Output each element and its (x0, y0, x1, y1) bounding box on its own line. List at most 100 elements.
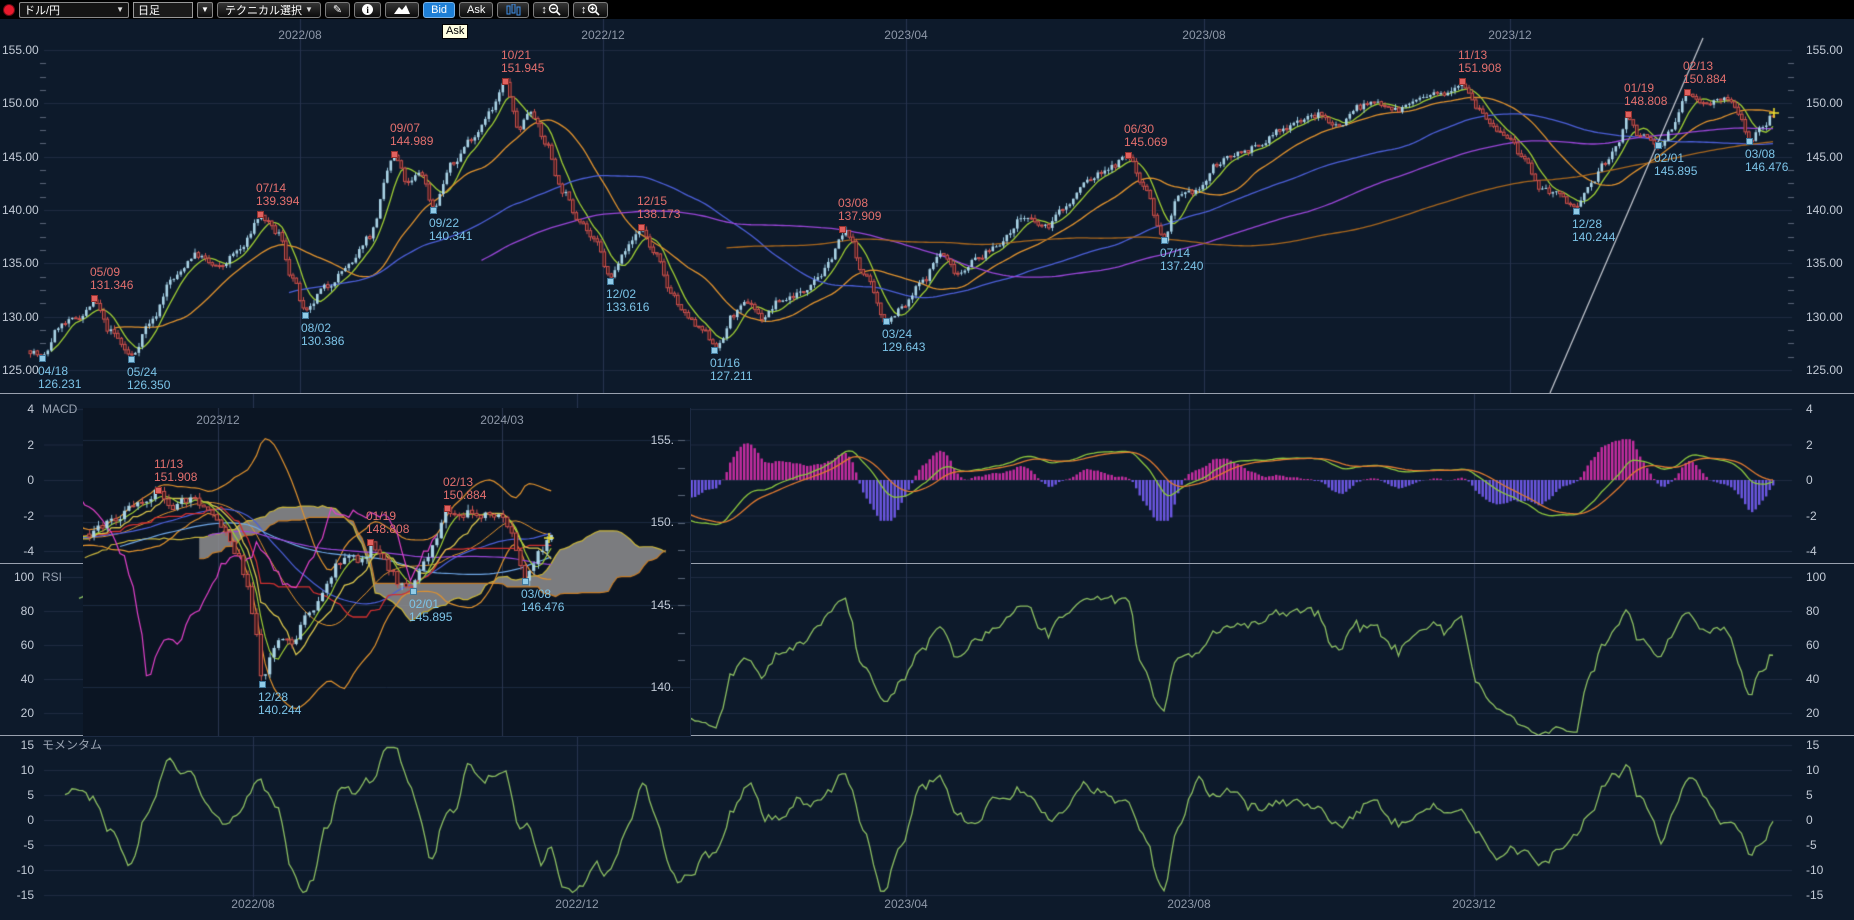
annotation-marker (1459, 78, 1466, 85)
inset-chart-canvas[interactable] (83, 408, 690, 736)
annotation-high: 11/13 151.908 (154, 458, 197, 484)
ask-button[interactable]: Ask (459, 1, 494, 18)
price-axis-label: 145.00 (1806, 150, 1843, 164)
annotation-price: 140.341 (429, 229, 473, 243)
annotation-price: 151.945 (501, 61, 545, 75)
draw-tool-button[interactable]: ✎ (324, 1, 351, 18)
annotation-date: 10/21 (501, 48, 532, 62)
rsi-axis-label: 100 (13, 570, 34, 584)
price-axis-label: 140.00 (1806, 203, 1843, 217)
annotation-price: 126.350 (127, 378, 171, 392)
chevron-down-icon: ▼ (116, 5, 124, 14)
momentum-panel-canvas[interactable] (0, 735, 1854, 920)
ask-tooltip: Ask (442, 24, 469, 39)
annotation-marker (1161, 237, 1168, 244)
annotation-high: 07/14 139.394 (256, 182, 299, 208)
month-label: 2023/12 (1488, 28, 1532, 42)
annotation-date: 05/24 (127, 365, 158, 379)
annotation-marker (257, 211, 264, 218)
area-chart-icon (394, 5, 411, 14)
annotation-price: 144.989 (390, 134, 434, 148)
technical-select-button[interactable]: テクニカル選択 ▼ (217, 1, 321, 18)
annotation-price: 140.244 (258, 703, 302, 717)
main-chart-canvas[interactable] (0, 19, 1854, 393)
info-icon: i (362, 4, 374, 15)
annotation-price: 145.895 (409, 610, 453, 624)
macd-axis-label: 2 (27, 437, 34, 452)
macd-axis-label: -2 (1806, 508, 1817, 523)
annotation-date: 12/28 (258, 690, 289, 704)
bid-button[interactable]: Bid (423, 1, 456, 18)
annotation-price: 145.069 (1124, 135, 1168, 149)
candlestick-icon (506, 3, 521, 15)
ask-label: Ask (467, 3, 486, 16)
momentum-axis-label: -5 (23, 838, 34, 852)
momentum-axis-label: -15 (16, 888, 34, 902)
month-label: 2023/08 (1182, 28, 1226, 42)
annotation-price: 138.173 (637, 207, 681, 221)
annotation-date: 07/14 (256, 181, 287, 195)
annotation-marker (444, 505, 451, 512)
info-button[interactable]: i (354, 1, 382, 18)
candle-chart-button[interactable] (497, 1, 530, 18)
zoom-out-button[interactable]: ↕ (533, 1, 569, 18)
inset-zoom-window[interactable]: 2023/12 2024/03 155. 150. 145. 140. 11/13 151.9… (83, 408, 691, 737)
annotation-date: 03/24 (882, 327, 913, 341)
rsi-axis-label: 80 (1806, 604, 1820, 618)
annotation-price: 127.211 (710, 369, 753, 383)
annotation-marker (91, 295, 98, 302)
macd-axis-label: 0 (27, 473, 34, 487)
annotation-high: 06/30 145.069 (1124, 123, 1167, 149)
annotation-date: 09/07 (390, 121, 421, 135)
month-label: 2024/03 (480, 413, 524, 427)
zoom-in-button[interactable]: ↕ (572, 1, 609, 18)
price-axis-label: 155.00 (2, 43, 39, 57)
momentum-axis-label: 15 (20, 738, 34, 752)
momentum-axis-label: -15 (1806, 888, 1824, 902)
momentum-axis-label: -5 (1806, 838, 1817, 852)
annotation-high: 11/13 151.908 (1458, 49, 1501, 75)
price-axis-label: 145.00 (2, 150, 39, 164)
month-label: 2022/08 (231, 897, 275, 911)
annotation-date: 06/30 (1124, 122, 1155, 136)
annotation-marker (430, 207, 437, 214)
record-dot-icon (3, 3, 15, 16)
annotation-marker (883, 318, 890, 325)
annotation-date: 02/01 (409, 597, 440, 611)
momentum-axis-label: 10 (20, 763, 34, 777)
annotation-low: 02/01 145.895 (409, 598, 452, 624)
annotation-low: 03/08 146.476 (1745, 148, 1788, 174)
currency-pair-select[interactable]: ドル/円 ▼ (19, 1, 129, 18)
price-axis-label: 135.00 (2, 256, 39, 270)
annotation-price: 150.884 (443, 488, 487, 502)
annotation-low: 08/02 130.386 (301, 322, 344, 348)
annotation-low: 02/01 145.895 (1654, 152, 1697, 178)
annotation-date: 05/09 (90, 265, 121, 279)
rsi-axis-label: 40 (1806, 672, 1820, 686)
zoom-out-icon: ↕ (541, 3, 561, 16)
rsi-axis-label: 20 (20, 706, 34, 720)
momentum-axis-label: 15 (1806, 738, 1820, 752)
momentum-axis-label: -10 (16, 863, 34, 877)
annotation-price: 151.908 (1458, 61, 1502, 75)
chevron-down-icon: ▼ (201, 5, 209, 14)
annotation-marker (410, 588, 417, 595)
timeframe-field[interactable]: 日足 (133, 1, 193, 18)
annotation-price: 129.643 (882, 340, 926, 354)
area-chart-button[interactable] (385, 1, 420, 18)
annotation-high: 10/21 151.945 (501, 49, 544, 75)
rsi-axis-label: 40 (20, 672, 34, 686)
annotation-marker (839, 226, 846, 233)
annotation-date: 02/01 (1654, 151, 1685, 165)
pencil-icon: ✎ (332, 4, 343, 16)
annotation-date: 01/16 (710, 356, 741, 370)
annotation-marker (391, 151, 398, 158)
timeframe-dropdown-button[interactable]: ▼ (197, 1, 213, 18)
annotation-date: 03/08 (521, 587, 552, 601)
panel-title-macd: MACD (42, 402, 78, 416)
annotation-price: 146.476 (521, 600, 565, 614)
annotation-marker (302, 312, 309, 319)
momentum-axis-label: 5 (1806, 788, 1813, 802)
annotation-low: 07/14 137.240 (1160, 247, 1203, 273)
annotation-price: 150.884 (1683, 72, 1727, 86)
